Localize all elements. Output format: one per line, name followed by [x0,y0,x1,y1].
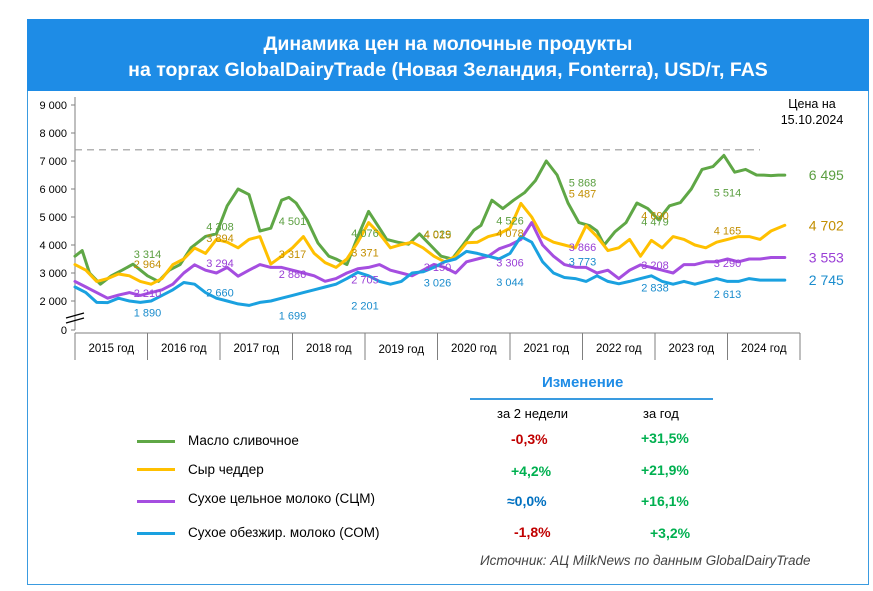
y-tick-label: 9 000 [39,100,67,112]
series-line-butter [73,153,787,286]
data-label-butter: 4 479 [641,217,669,229]
data-label-smp: 1 890 [134,308,162,320]
data-label-cheddar: 3 317 [279,249,307,261]
data-label-wmp: 2 886 [279,269,307,281]
chart-frame [27,19,869,585]
chart-title-line1: Динамика цен на молочные продукты [263,33,633,55]
data-label-cheddar: 3 371 [351,248,379,260]
data-label-butter: 4 308 [206,221,234,233]
x-category-label: 2016 год [161,343,207,355]
y-tick-label: 8 000 [39,128,67,140]
data-label-wmp: 3 306 [496,257,524,269]
series-line-cheddar [73,201,787,286]
x-category-label: 2024 год [741,343,787,355]
data-label-butter: 6 495 [809,167,844,183]
x-category-label: 2020 год [451,343,497,355]
data-label-wmp: 3 553 [809,250,844,266]
data-label-smp: 2 838 [641,283,669,295]
title-banner: Динамика цен на молочные продукты на тор… [27,19,869,91]
data-label-cheddar: 5 487 [569,188,597,200]
price-date-note: Цена на [788,97,835,111]
y-tick-label: 0 [61,325,67,337]
series-line-smp [73,235,787,307]
axis-break-mark [65,312,85,319]
x-category-label: 2021 год [523,343,569,355]
data-label-wmp: 3 150 [424,262,452,274]
data-label-cheddar: 4 015 [424,230,452,242]
y-tick-label: 3 000 [39,268,67,280]
data-label-smp: 2 745 [809,272,844,288]
data-label-wmp: 3 294 [206,258,234,270]
series-line-wmp [73,221,787,300]
data-label-butter: 4 029 [424,229,452,241]
data-label-wmp: 3 290 [714,258,742,270]
x-category-label: 2023 год [668,343,714,355]
data-label-cheddar: 4 690 [641,211,669,223]
y-tick-label: 5 000 [39,212,67,224]
chart-title-line2: на торгах GlobalDairyTrade (Новая Зеланд… [128,59,768,81]
data-label-cheddar: 4 165 [714,225,742,237]
x-category-label: 2018 год [306,343,352,355]
y-tick-label: 7 000 [39,156,67,168]
y-tick-label: 4 000 [39,240,67,252]
data-label-wmp: 2 705 [351,274,379,286]
data-label-smp: 3 773 [569,256,597,268]
x-category-label: 2017 год [233,343,279,355]
data-label-smp: 2 660 [206,288,234,300]
y-tick-label: 6 000 [39,184,67,196]
data-label-butter: 4 501 [279,216,307,228]
data-label-butter: 5 868 [569,178,597,190]
data-label-smp: 1 699 [279,310,307,322]
axis-break-mark [65,317,85,324]
data-label-wmp: 2 210 [134,288,162,300]
data-label-cheddar: 3 894 [206,233,234,245]
price-date-note: 15.10.2024 [781,113,844,127]
data-label-cheddar: 2 964 [134,259,162,271]
data-label-smp: 2 201 [351,300,379,312]
data-label-butter: 5 514 [714,188,742,200]
data-label-butter: 4 526 [496,215,524,227]
data-label-cheddar: 4 702 [809,217,844,233]
data-label-cheddar: 4 078 [496,228,524,240]
data-label-wmp: 3 866 [569,242,597,254]
data-label-smp: 3 026 [424,277,452,289]
data-label-smp: 2 613 [714,289,742,301]
x-category-label: 2015 год [88,343,134,355]
x-category-label: 2022 год [596,343,642,355]
data-label-butter: 3 314 [134,249,162,261]
data-label-smp: 3 044 [496,277,524,289]
data-label-wmp: 3 208 [641,260,669,272]
x-category-label: 2019 год [378,344,424,356]
data-label-butter: 4 076 [351,228,379,240]
y-tick-label: 2 000 [39,296,67,308]
